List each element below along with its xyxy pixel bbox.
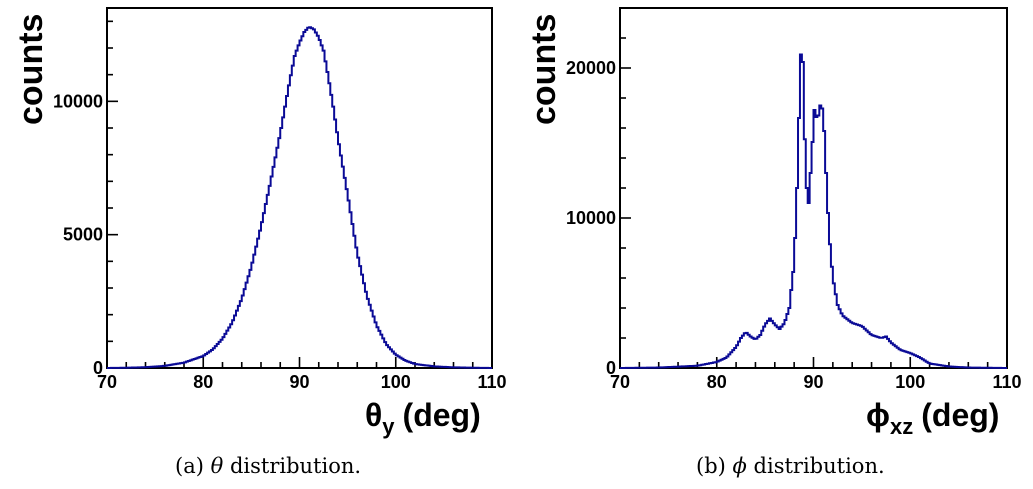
x-axis-symbol-b: ϕ xyxy=(866,397,890,433)
y-tick-label: 0 xyxy=(606,358,616,378)
x-axis-label-b: ϕxz (deg) xyxy=(866,397,999,439)
series-line-a xyxy=(107,26,492,369)
x-tick-label: 100 xyxy=(895,372,925,392)
x-axis-label-a: θy (deg) xyxy=(365,397,481,439)
x-tick-label: 90 xyxy=(289,372,309,392)
caption-a: (a) θ distribution. xyxy=(175,454,361,478)
series-line-b xyxy=(620,53,1007,369)
y-ticks-b: 0 10000 20000 xyxy=(566,7,631,378)
x-axis-unit-a: (deg) xyxy=(403,397,481,433)
x-tick-label: 110 xyxy=(992,372,1021,392)
y-tick-label: 20000 xyxy=(566,58,616,78)
x-axis-unit-b: (deg) xyxy=(921,397,999,433)
x-axis-subscript-b: xz xyxy=(890,414,913,439)
y-tick-label: 10000 xyxy=(566,208,616,228)
y-tick-label: 0 xyxy=(93,358,103,378)
x-axis-symbol-a: θ xyxy=(365,397,382,433)
caption-suffix-a: distribution. xyxy=(230,454,361,478)
x-ticks-b: 70 80 90 100 110 xyxy=(610,357,1022,392)
caption-prefix-b: (b) xyxy=(696,454,726,478)
x-tick-label: 100 xyxy=(381,372,411,392)
caption-suffix-b: distribution. xyxy=(754,454,885,478)
x-ticks-a: 70 80 90 100 110 xyxy=(97,357,507,392)
caption-prefix-a: (a) xyxy=(175,454,204,478)
x-tick-label: 70 xyxy=(610,372,630,392)
x-tick-label: 70 xyxy=(97,372,117,392)
x-tick-label: 110 xyxy=(477,372,506,392)
y-ticks-a: 0 5000 10000 xyxy=(53,20,118,378)
x-tick-label: 80 xyxy=(193,372,213,392)
caption-symbol-b: ϕ xyxy=(733,454,747,478)
plot-frame-b xyxy=(619,7,1008,369)
y-axis-label-b: counts xyxy=(525,14,563,125)
x-axis-subscript-a: y xyxy=(382,414,395,439)
plot-frame-a xyxy=(106,7,493,369)
y-axis-label-a: counts xyxy=(12,14,50,125)
caption-b: (b) ϕ distribution. xyxy=(696,454,885,478)
x-tick-label: 90 xyxy=(803,372,823,392)
x-tick-label: 80 xyxy=(707,372,727,392)
caption-symbol-a: θ xyxy=(211,454,224,478)
y-tick-label: 5000 xyxy=(63,225,103,245)
y-tick-label: 10000 xyxy=(53,91,103,111)
